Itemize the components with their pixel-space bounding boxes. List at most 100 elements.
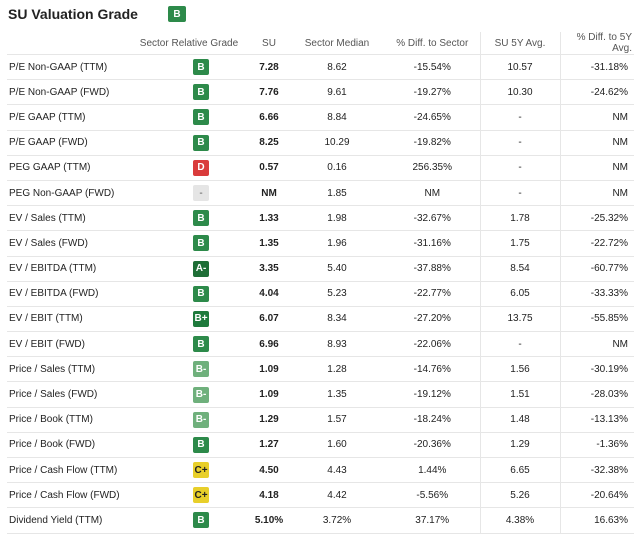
grade-badge: B- <box>193 361 209 378</box>
diff-to-sector-value: -31.16% <box>385 230 480 257</box>
table-row: EV / Sales (FWD) B 1.35 1.96 -31.16% 1.75 -22.… <box>7 230 634 257</box>
sector-median-value: 3.72% <box>289 507 385 534</box>
grade-badge: B <box>193 512 209 529</box>
grade-badge: B <box>193 134 209 151</box>
sector-median-value: 1.60 <box>289 432 385 459</box>
sector-median-value: 8.34 <box>289 306 385 333</box>
grade-cell: B <box>129 432 249 459</box>
diff-to-sector-value: -22.06% <box>385 331 480 358</box>
su-5y-avg-value: 5.26 <box>479 482 561 509</box>
valuation-table: Sector Relative Grade SU Sector Median %… <box>7 32 634 534</box>
grade-cell: B <box>129 205 249 232</box>
diff-to-sector-value: NM <box>385 180 480 207</box>
header-su[interactable]: SU <box>249 32 289 55</box>
metric-label: P/E Non-GAAP (TTM) <box>7 54 129 81</box>
su-5y-avg-value: 8.54 <box>479 256 561 282</box>
grade-badge: D <box>193 159 209 176</box>
table-row: Price / Cash Flow (TTM) C+ 4.50 4.43 1.44% 6.… <box>7 457 634 484</box>
su-value: NM <box>249 180 289 207</box>
diff-to-sector-value: -20.36% <box>385 432 480 459</box>
su-value: 1.27 <box>249 432 289 459</box>
header-diff-to-sector[interactable]: % Diff. to Sector <box>385 32 480 55</box>
su-5y-avg-value: 10.30 <box>479 79 561 106</box>
metric-label: P/E GAAP (FWD) <box>7 130 129 156</box>
diff-to-sector-value: -19.82% <box>385 130 480 156</box>
table-row: Price / Sales (FWD) B- 1.09 1.35 -19.12% 1.51… <box>7 381 634 408</box>
grade-badge: B- <box>193 411 209 428</box>
diff-to-5y-avg-value: -32.38% <box>560 457 634 484</box>
page-title: SU Valuation Grade <box>8 6 138 22</box>
grade-badge: B <box>193 210 209 227</box>
metric-label: Price / Cash Flow (TTM) <box>7 457 129 484</box>
su-value: 7.76 <box>249 79 289 106</box>
table-row: P/E GAAP (FWD) B 8.25 10.29 -19.82% - NM <box>7 130 634 156</box>
header-diff-to-5y-avg[interactable]: % Diff. to 5Y Avg. <box>560 32 634 55</box>
diff-to-5y-avg-value: -60.77% <box>560 256 634 282</box>
diff-to-sector-value: -18.24% <box>385 407 480 433</box>
sector-median-value: 1.85 <box>289 180 385 207</box>
diff-to-5y-avg-value: -13.13% <box>560 407 634 433</box>
diff-to-sector-value: -15.54% <box>385 54 480 81</box>
diff-to-sector-value: -27.20% <box>385 306 480 333</box>
su-value: 4.04 <box>249 281 289 307</box>
su-5y-avg-value: 1.75 <box>479 230 561 257</box>
diff-to-5y-avg-value: -55.85% <box>560 306 634 333</box>
metric-label: EV / EBITDA (TTM) <box>7 256 129 282</box>
grade-cell: B <box>129 54 249 81</box>
su-5y-avg-value: 10.57 <box>479 54 561 81</box>
diff-to-sector-value: -19.27% <box>385 79 480 106</box>
su-value: 6.07 <box>249 306 289 333</box>
diff-to-5y-avg-value: -20.64% <box>560 482 634 509</box>
metric-label: Dividend Yield (TTM) <box>7 507 129 534</box>
metric-label: Price / Sales (TTM) <box>7 356 129 383</box>
diff-to-5y-avg-value: -28.03% <box>560 381 634 408</box>
metric-label: EV / Sales (TTM) <box>7 205 129 232</box>
grade-badge: B <box>193 285 209 302</box>
su-value: 1.33 <box>249 205 289 232</box>
grade-cell: B- <box>129 356 249 383</box>
su-5y-avg-value: - <box>479 331 561 358</box>
diff-to-5y-avg-value: NM <box>560 155 634 181</box>
sector-median-value: 4.43 <box>289 457 385 484</box>
header-su-5y-avg[interactable]: SU 5Y Avg. <box>479 32 561 55</box>
sector-median-value: 1.96 <box>289 230 385 257</box>
grade-cell: A- <box>129 256 249 282</box>
header-sector-relative-grade[interactable]: Sector Relative Grade <box>129 32 249 55</box>
metric-label: Price / Book (FWD) <box>7 432 129 459</box>
su-value: 4.18 <box>249 482 289 509</box>
sector-median-value: 1.57 <box>289 407 385 433</box>
grade-cell: B <box>129 331 249 358</box>
table-row: EV / EBITDA (FWD) B 4.04 5.23 -22.77% 6.05 -33… <box>7 281 634 307</box>
grade-badge: B <box>193 109 209 126</box>
su-value: 8.25 <box>249 130 289 156</box>
diff-to-sector-value: 37.17% <box>385 507 480 534</box>
grade-badge: B <box>193 59 209 76</box>
diff-to-5y-avg-value: NM <box>560 180 634 207</box>
diff-to-5y-avg-value: -25.32% <box>560 205 634 232</box>
diff-to-5y-avg-value: NM <box>560 104 634 131</box>
grade-cell: B- <box>129 381 249 408</box>
diff-to-sector-value: -22.77% <box>385 281 480 307</box>
grade-cell: B+ <box>129 306 249 333</box>
diff-to-sector-value: -14.76% <box>385 356 480 383</box>
table-row: Dividend Yield (TTM) B 5.10% 3.72% 37.17% 4.3… <box>7 507 634 534</box>
su-5y-avg-value: 6.65 <box>479 457 561 484</box>
su-value: 6.66 <box>249 104 289 131</box>
metric-label: Price / Book (TTM) <box>7 407 129 433</box>
sector-median-value: 9.61 <box>289 79 385 106</box>
header-sector-median[interactable]: Sector Median <box>289 32 385 55</box>
sector-median-value: 0.16 <box>289 155 385 181</box>
metric-label: P/E Non-GAAP (FWD) <box>7 79 129 106</box>
su-value: 3.35 <box>249 256 289 282</box>
grade-cell: B <box>129 281 249 307</box>
grade-badge: B- <box>193 386 209 403</box>
diff-to-5y-avg-value: NM <box>560 331 634 358</box>
grade-cell: B- <box>129 407 249 433</box>
su-value: 4.50 <box>249 457 289 484</box>
grade-badge: B <box>193 84 209 101</box>
su-5y-avg-value: 1.78 <box>479 205 561 232</box>
grade-badge: - <box>193 185 209 202</box>
grade-badge: B+ <box>193 310 209 327</box>
sector-median-value: 10.29 <box>289 130 385 156</box>
table-row: P/E Non-GAAP (FWD) B 7.76 9.61 -19.27% 10.30-… <box>7 79 634 106</box>
